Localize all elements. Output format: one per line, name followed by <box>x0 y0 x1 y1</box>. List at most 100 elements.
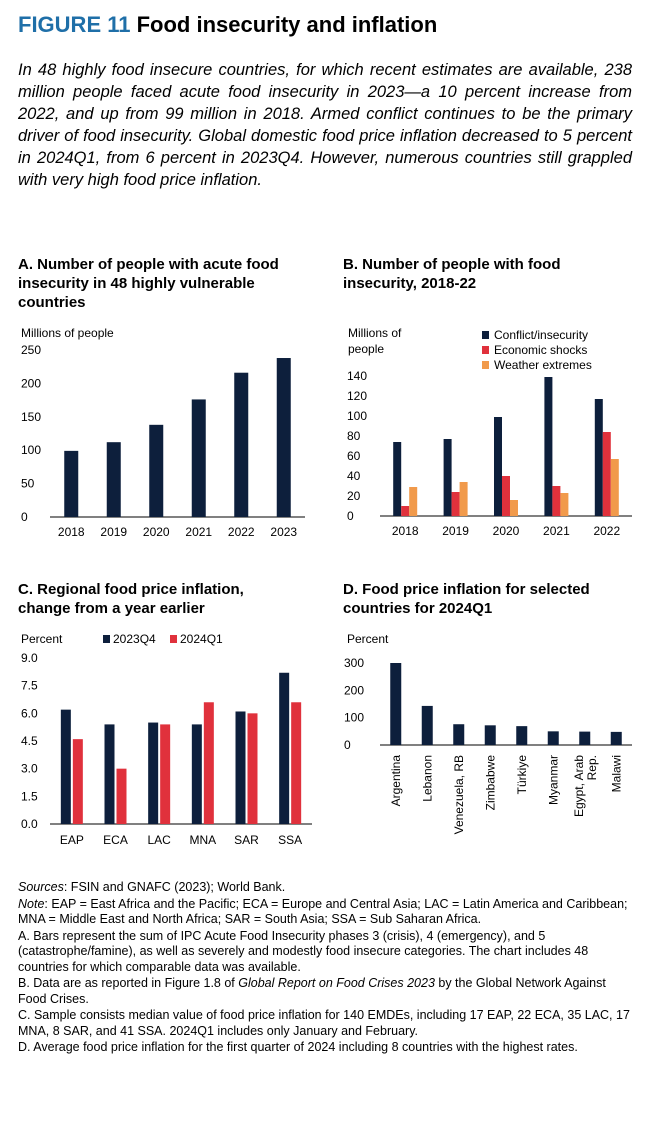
c-bar-ECA-0 <box>104 724 115 824</box>
b-ytick-1: 20 <box>347 489 361 503</box>
b-legend-swatch-1 <box>482 346 489 354</box>
b-ylabel-line1: Millions of <box>348 326 402 340</box>
a-xtick-0: 2018 <box>58 525 85 539</box>
b-bar-2018-0 <box>393 442 402 516</box>
b-bar-2018-2 <box>409 487 418 516</box>
b-ytick-4: 80 <box>347 429 361 443</box>
c-bar-SSA-1 <box>291 702 302 824</box>
d-bar-0 <box>390 663 402 745</box>
sources-text: : FSIN and GNAFC (2023); World Bank. <box>63 880 286 894</box>
a-ylabel: Millions of people <box>21 326 114 340</box>
figure-number: FIGURE 11 <box>18 12 131 37</box>
c-bar-SAR-1 <box>247 713 258 824</box>
a-xtick-3: 2021 <box>185 525 212 539</box>
figure-title-text: Food insecurity and inflation <box>136 12 438 37</box>
b-bar-2021-1 <box>552 486 561 516</box>
a-ytick-3: 150 <box>21 410 41 424</box>
b-ytick-0: 0 <box>347 509 354 523</box>
c-xtick-1: ECA <box>103 833 128 847</box>
a-xtick-4: 2022 <box>228 525 255 539</box>
c-ytick-6: 9.0 <box>21 651 38 665</box>
b-bar-2021-0 <box>544 377 553 516</box>
b-ytick-2: 40 <box>347 469 361 483</box>
d-ytick-3: 300 <box>344 656 364 670</box>
d-ylabel: Percent <box>347 632 389 646</box>
d-xtick-2: Venezuela, RB <box>452 755 466 834</box>
c-bar-ECA-1 <box>116 768 127 824</box>
note-b-pre: B. Data are as reported in Figure 1.8 of <box>18 976 239 990</box>
d-xtick-7: Malawi <box>609 755 623 792</box>
note-label: Note <box>18 896 45 911</box>
d-xtick-4: Türkiye <box>515 755 529 795</box>
c-xtick-4: SAR <box>234 833 259 847</box>
a-xtick-2: 2020 <box>143 525 170 539</box>
sources-label: Sources <box>18 880 64 894</box>
b-xtick-1: 2019 <box>442 524 469 538</box>
b-xtick-3: 2021 <box>543 524 570 538</box>
c-ytick-0: 0.0 <box>21 817 38 831</box>
b-legend-swatch-0 <box>482 331 489 339</box>
c-bar-EAP-1 <box>72 739 83 824</box>
b-xtick-2: 2020 <box>493 524 520 538</box>
d-bar-6 <box>579 731 591 745</box>
d-ytick-0: 0 <box>344 738 351 752</box>
note-b: B. Data are as reported in Figure 1.8 of… <box>18 976 630 1007</box>
b-ytick-3: 60 <box>347 449 361 463</box>
d-bar-4 <box>516 726 528 745</box>
b-ytick-5: 100 <box>347 409 367 423</box>
b-xtick-0: 2018 <box>392 524 419 538</box>
c-ytick-2: 3.0 <box>21 762 38 776</box>
d-xtick-0: Argentina <box>389 755 403 807</box>
a-bar-2021 <box>191 399 206 517</box>
a-ytick-4: 200 <box>21 376 41 390</box>
c-bar-EAP-0 <box>60 709 71 824</box>
c-xtick-0: EAP <box>60 833 84 847</box>
c-ytick-3: 4.5 <box>21 734 38 748</box>
b-bar-2018-1 <box>401 506 410 516</box>
b-ylabel-line2: people <box>348 342 384 356</box>
c-ytick-5: 7.5 <box>21 679 38 693</box>
b-bar-2020-0 <box>494 417 502 516</box>
a-xtick-1: 2019 <box>100 525 127 539</box>
a-xtick-5: 2023 <box>270 525 297 539</box>
c-xtick-3: MNA <box>189 833 216 847</box>
note-b-post: by the Global Network Against Food Crise… <box>18 976 606 1006</box>
a-bar-2022 <box>234 372 249 517</box>
panel-c-title: C. Regional food price inflation, change… <box>18 581 244 617</box>
a-bar-2023 <box>276 358 291 517</box>
figure-lede: In 48 highly food insecure countries, fo… <box>18 61 632 189</box>
b-bar-2020-1 <box>502 476 510 516</box>
c-bar-SAR-0 <box>235 711 246 824</box>
c-ylabel: Percent <box>21 632 63 646</box>
note-c: C. Sample consists median value of food … <box>18 1008 630 1038</box>
a-bar-2018 <box>64 450 79 517</box>
b-ytick-6: 120 <box>347 389 367 403</box>
a-bar-2020 <box>149 424 164 517</box>
b-bar-2022-1 <box>602 432 611 516</box>
d-xtick-3: Zimbabwe <box>483 755 497 811</box>
notes-sources: Sources: FSIN and GNAFC (2023); World Ba… <box>18 880 630 896</box>
figure-title: FIGURE 11 Food insecurity and inflation <box>18 12 437 38</box>
note-b-italic: Global Report on Food Crises 2023 <box>238 976 435 990</box>
a-ytick-1: 50 <box>21 477 35 491</box>
c-bar-LAC-1 <box>160 724 171 824</box>
d-bar-7 <box>610 731 622 745</box>
d-xtick-5: Myanmar <box>546 755 560 805</box>
d-ytick-1: 100 <box>344 711 364 725</box>
note-d: D. Average food price inflation for the … <box>18 1040 578 1054</box>
d-ytick-2: 200 <box>344 683 364 697</box>
panel-d-title: D. Food price inflation for selected cou… <box>343 581 590 617</box>
c-legend-swatch-1 <box>170 635 177 643</box>
d-bar-3 <box>484 725 496 745</box>
c-bar-SSA-0 <box>279 672 290 824</box>
panel-a-title: A. Number of people with acute food inse… <box>18 256 279 311</box>
d-bar-1 <box>421 705 433 745</box>
c-xtick-5: SSA <box>278 833 302 847</box>
notes-note: Note: EAP = East Africa and the Pacific;… <box>18 897 630 928</box>
c-ytick-1: 1.5 <box>21 789 38 803</box>
c-legend-1: 2024Q1 <box>180 632 223 646</box>
b-bar-2019-0 <box>443 439 452 516</box>
d-bar-2 <box>453 724 465 745</box>
b-xtick-4: 2022 <box>593 524 620 538</box>
